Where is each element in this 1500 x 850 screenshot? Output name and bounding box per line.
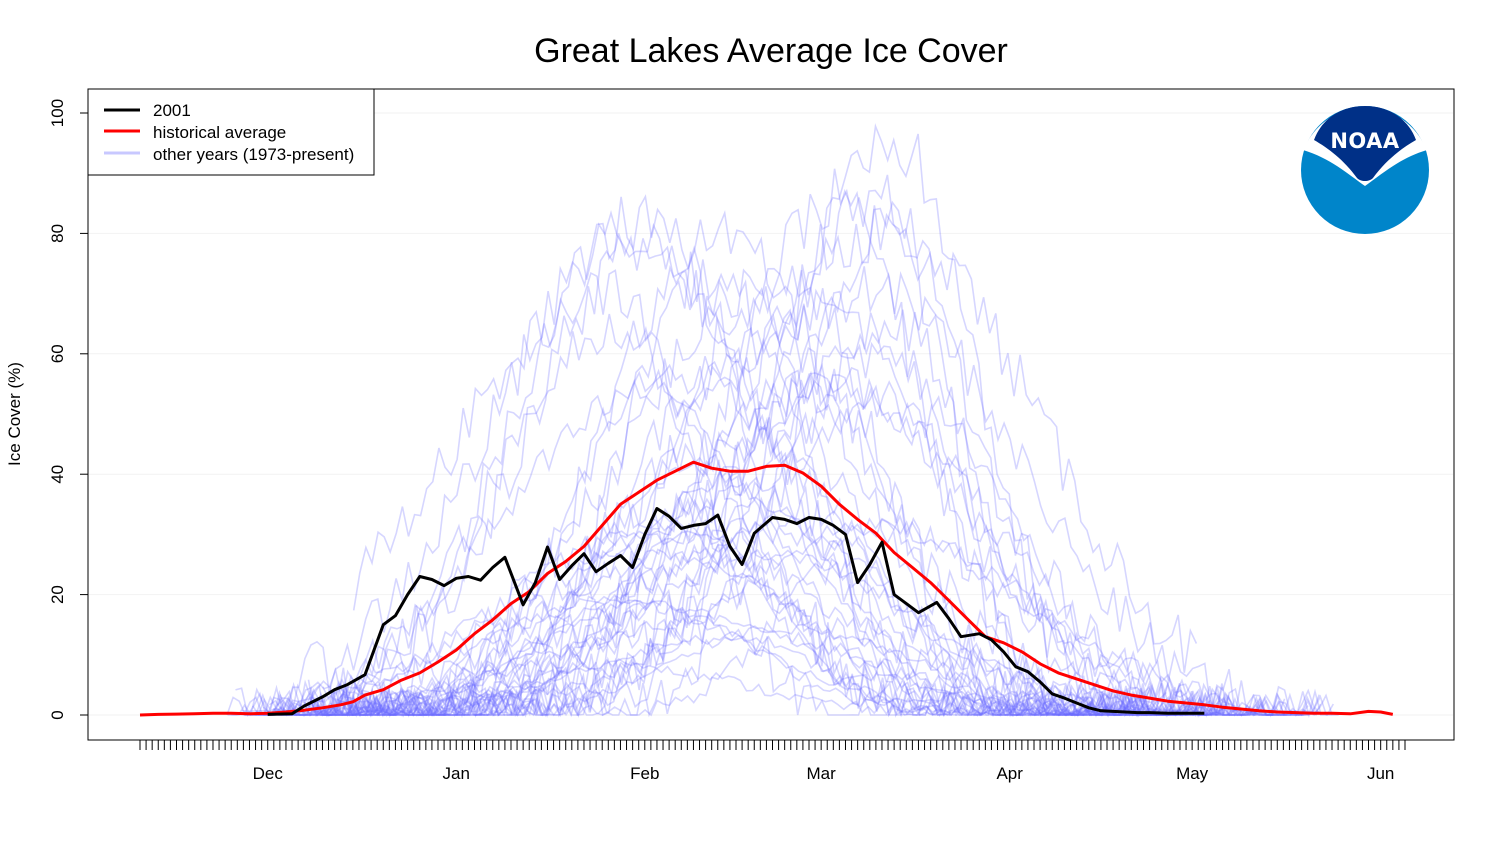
other-year-line — [299, 509, 1322, 717]
x-tick-label-apr: Apr — [996, 764, 1023, 783]
other-year-line — [273, 194, 1279, 718]
other-year-line — [323, 482, 1164, 718]
y-axis: 0 20 40 60 80 100 — [48, 99, 88, 720]
other-year-line — [341, 497, 1230, 717]
other-year-line — [241, 658, 1289, 717]
other-year-line — [316, 548, 1121, 718]
other-year-line — [280, 313, 1127, 718]
noaa-logo: NOAA — [1301, 106, 1429, 234]
other-year-line — [272, 286, 1186, 718]
other-year-line — [309, 523, 1235, 717]
noaa-logo-inner — [1314, 106, 1416, 181]
other-year-line — [277, 442, 1155, 718]
other-year-line — [342, 614, 1225, 716]
y-tick-label: 100 — [48, 99, 67, 127]
main-series-lines — [139, 460, 1394, 717]
other-year-line — [303, 426, 1309, 718]
other-year-line — [230, 123, 1223, 719]
legend-label-historical: historical average — [153, 123, 286, 142]
y-tick-label: 60 — [48, 344, 67, 363]
legend-label-other-years: other years (1973-present) — [153, 145, 354, 164]
other-year-line — [303, 514, 1199, 717]
y-tick-label: 0 — [48, 710, 67, 719]
other-year-line — [268, 380, 1322, 719]
other-year-line — [252, 549, 1318, 718]
other-year-line — [243, 363, 1321, 718]
other-year-line — [255, 366, 1333, 717]
x-tick-label-jan: Jan — [443, 764, 470, 783]
other-year-line — [353, 368, 1213, 718]
other-year-line — [237, 369, 1286, 717]
other-year-line — [257, 210, 1160, 717]
legend: 2001 historical average other years (197… — [87, 88, 375, 176]
y-tick-label: 40 — [48, 465, 67, 484]
other-year-line — [352, 266, 1339, 719]
other-year-line — [269, 595, 1140, 717]
other-year-line — [243, 517, 1242, 717]
other-year-line — [352, 269, 1133, 718]
x-axis: Dec Jan Feb Mar Apr May Jun — [139, 740, 1406, 783]
other-year-line — [323, 288, 1212, 718]
other-years-lines — [226, 123, 1339, 719]
other-year-line — [308, 374, 1321, 718]
other-year-line — [249, 168, 1334, 719]
noaa-logo-text: NOAA — [1330, 129, 1400, 153]
plot-frame — [87, 88, 1455, 741]
other-year-line — [314, 205, 1167, 718]
x-tick-label-jun: Jun — [1367, 764, 1394, 783]
other-year-line — [252, 309, 1305, 718]
other-year-line — [226, 341, 1226, 718]
series-line-historical-average — [139, 460, 1394, 717]
chart-title: Great Lakes Average Ice Cover — [534, 32, 1008, 70]
other-year-line — [317, 516, 1115, 717]
other-year-line — [321, 174, 1229, 718]
y-tick-label: 20 — [48, 585, 67, 604]
y-axis-label: Ice Cover (%) — [5, 362, 24, 466]
other-year-line — [281, 522, 1273, 717]
legend-label-2001: 2001 — [153, 101, 191, 120]
x-tick-label-mar: Mar — [807, 764, 837, 783]
y-tick-label: 80 — [48, 224, 67, 243]
x-tick-label-feb: Feb — [630, 764, 659, 783]
other-year-line — [354, 630, 1292, 716]
series-line-2001 — [267, 507, 1205, 716]
x-tick-label-may: May — [1176, 764, 1209, 783]
other-year-line — [307, 233, 1173, 718]
other-year-line — [235, 200, 1198, 718]
other-year-line — [313, 326, 1165, 718]
x-tick-label-dec: Dec — [253, 764, 284, 783]
other-year-line — [322, 530, 1229, 717]
other-year-line — [227, 599, 1207, 717]
